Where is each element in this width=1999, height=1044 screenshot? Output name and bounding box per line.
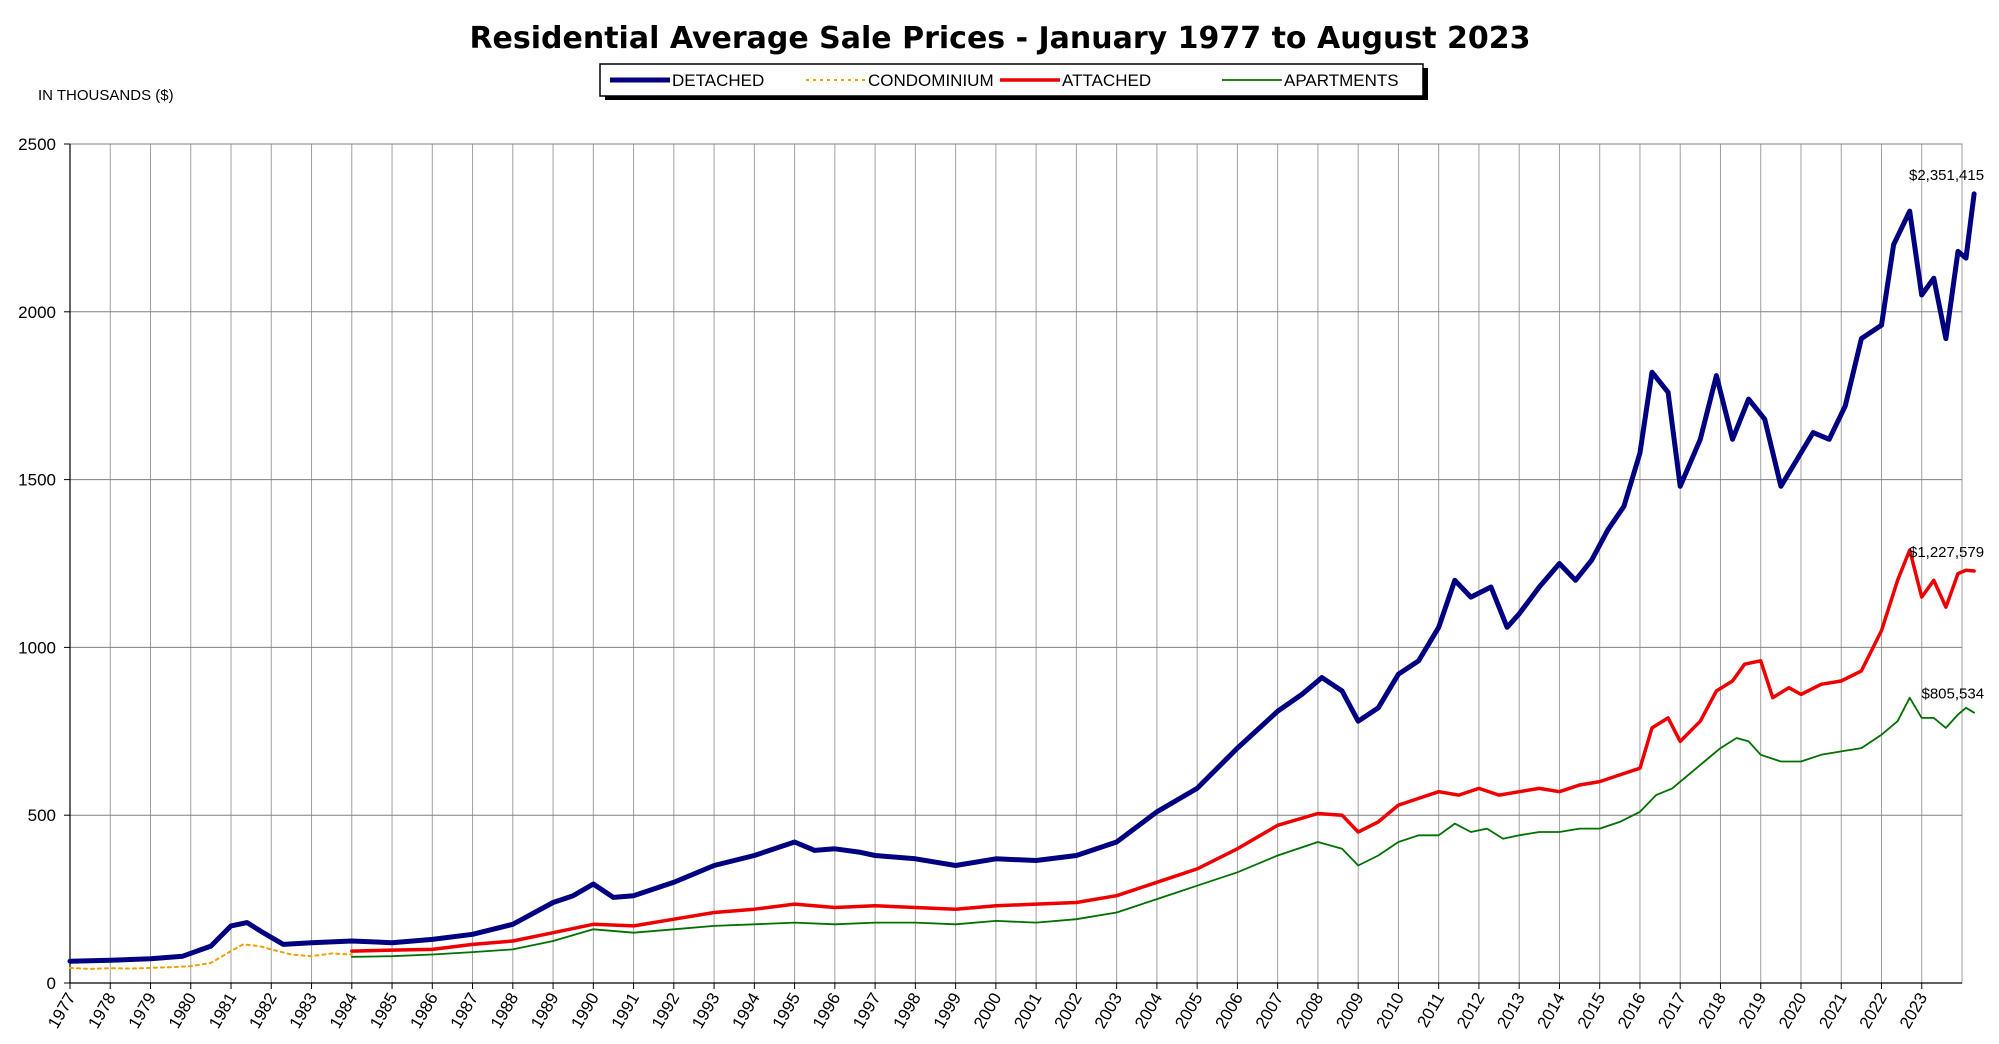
y-tick-label: 2500 <box>18 135 56 154</box>
x-tick-label: 2017 <box>1654 990 1689 1032</box>
y-tick-label: 500 <box>28 806 56 825</box>
plot-area <box>69 143 1963 984</box>
x-tick-label: 2000 <box>970 990 1005 1032</box>
x-tick-label: 1994 <box>728 990 763 1032</box>
series-line-apartments <box>350 696 1975 958</box>
series-lines <box>67 191 1977 970</box>
x-tick-label: 2021 <box>1815 990 1850 1032</box>
x-tick-label: 2023 <box>1896 990 1931 1032</box>
x-tick-label: 2013 <box>1493 990 1528 1032</box>
x-tick-label: 2011 <box>1413 990 1448 1031</box>
x-tick-label: 1986 <box>406 990 441 1032</box>
y-axis-unit-label: IN THOUSANDS ($) <box>38 87 174 104</box>
series-line-attached <box>350 548 1976 953</box>
legend-label-condominium: CONDOMINIUM <box>868 71 994 90</box>
y-tick-label: 1000 <box>18 638 56 657</box>
x-tick-label: 2001 <box>1010 990 1045 1032</box>
series-line-detached <box>67 191 1977 964</box>
value-annotation: $1,227,579 <box>1909 544 1984 561</box>
x-tick-label: 1990 <box>567 990 602 1032</box>
x-tick-label: 2003 <box>1091 990 1126 1032</box>
x-tick-label: 2012 <box>1453 990 1488 1032</box>
x-tick-label: 2004 <box>1131 990 1166 1032</box>
x-tick-label: 1983 <box>286 990 321 1032</box>
x-tick-label: 1993 <box>688 990 723 1032</box>
x-tick-label: 2022 <box>1856 990 1891 1032</box>
x-tick-label: 1988 <box>487 990 522 1032</box>
x-tick-label: 1979 <box>125 990 160 1032</box>
x-tick-label: 2010 <box>1373 990 1408 1032</box>
y-tick-label: 1500 <box>18 471 56 490</box>
x-tick-label: 2018 <box>1695 990 1730 1032</box>
x-tick-label: 2009 <box>1332 990 1367 1032</box>
x-tick-label: 1998 <box>889 990 924 1032</box>
x-tick-label: 1997 <box>849 990 884 1032</box>
value-annotations: $2,351,415 $1,227,579 $805,534 <box>1909 167 1984 703</box>
x-tick-label: 2020 <box>1775 990 1810 1032</box>
chart-title: Residential Average Sale Prices - Januar… <box>469 21 1530 56</box>
x-tick-label: 1991 <box>608 990 643 1032</box>
series-line-condominium <box>69 943 353 970</box>
x-tick-label: 1987 <box>447 990 482 1032</box>
legend-label-apartments: APARTMENTS <box>1284 71 1399 90</box>
value-annotation: $805,534 <box>1921 686 1984 703</box>
value-annotation: $2,351,415 <box>1909 167 1984 184</box>
x-tick-label: 1992 <box>648 990 683 1032</box>
x-tick-label: 1982 <box>245 990 280 1032</box>
x-tick-label: 1989 <box>527 990 562 1032</box>
gridlines <box>69 143 1963 984</box>
x-tick-label: 2002 <box>1050 990 1085 1032</box>
x-tick-label: 2008 <box>1292 990 1327 1032</box>
x-tick-label: 2014 <box>1534 990 1569 1032</box>
x-tick-label: 1984 <box>326 990 361 1032</box>
x-tick-label: 1977 <box>44 990 79 1032</box>
legend: DETACHED CONDOMINIUM ATTACHED APARTMENTS <box>599 63 1428 100</box>
x-tick-label: 1981 <box>205 990 240 1032</box>
x-tick-label: 1995 <box>769 990 804 1032</box>
legend-label-detached: DETACHED <box>672 71 764 90</box>
y-tick-label: 0 <box>47 974 56 993</box>
x-tick-label: 1996 <box>809 990 844 1032</box>
x-tick-label: 2019 <box>1735 990 1770 1032</box>
y-tick-label: 2000 <box>18 303 56 322</box>
x-tick-label: 1999 <box>930 990 965 1032</box>
x-tick-label: 2015 <box>1574 990 1609 1032</box>
x-tick-label: 2016 <box>1614 990 1649 1032</box>
x-tick-label: 1985 <box>366 990 401 1032</box>
x-tick-label: 2007 <box>1252 990 1287 1032</box>
x-tick-label: 1980 <box>165 990 200 1032</box>
x-tick-label: 2006 <box>1211 990 1246 1032</box>
legend-label-attached: ATTACHED <box>1062 71 1151 90</box>
x-tick-label: 2005 <box>1171 990 1206 1032</box>
x-tick-label: 1978 <box>84 990 119 1032</box>
